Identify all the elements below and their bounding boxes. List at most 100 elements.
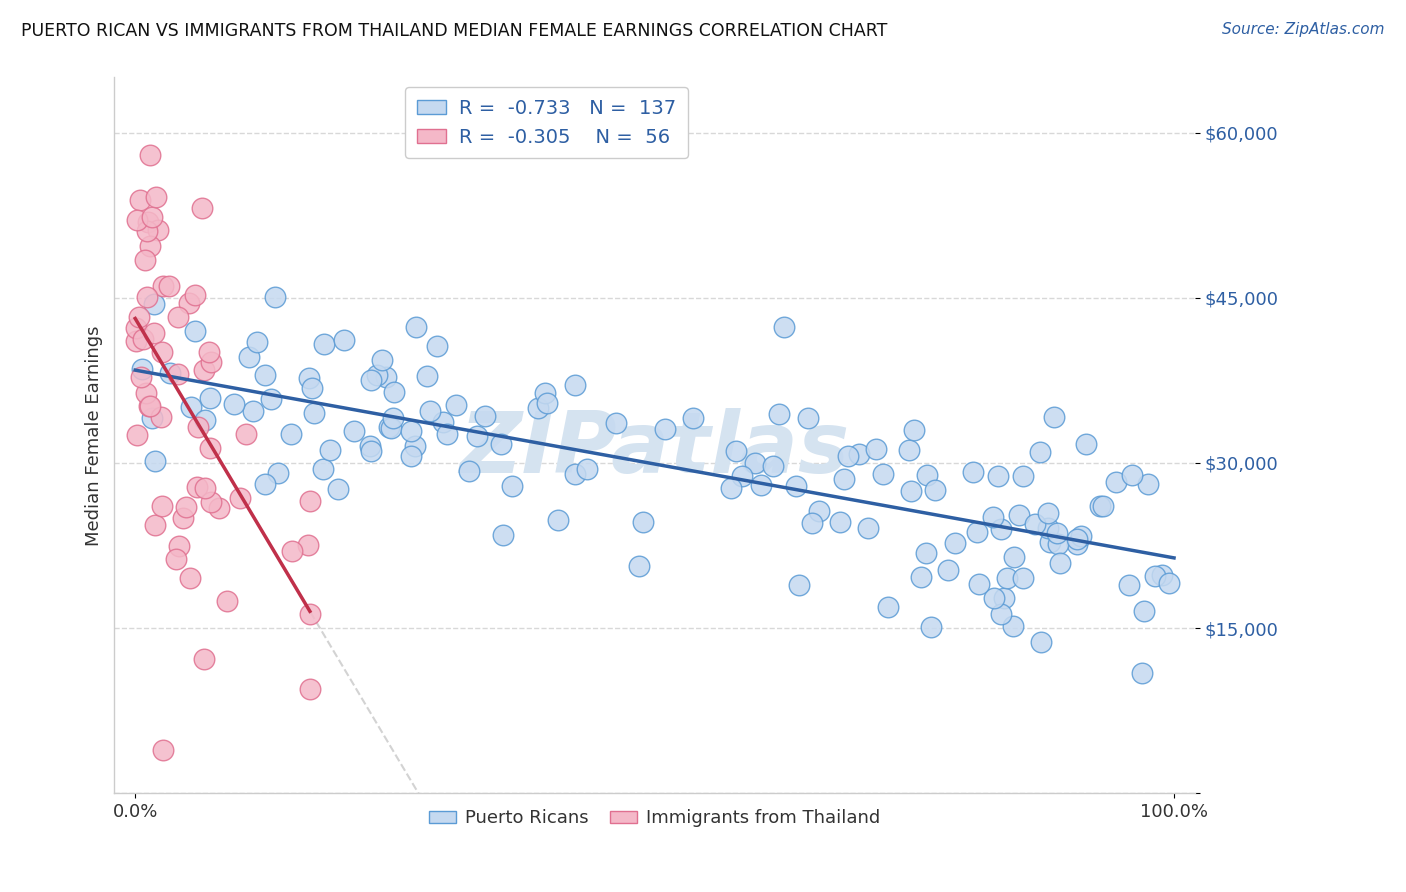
Point [380, 421, 402, 435]
Point [682, 411, 704, 425]
Point [1049, 556, 1071, 570]
Point [167, 310, 190, 324]
Point [131, 362, 153, 376]
Point [768, 407, 790, 421]
Point [1046, 537, 1069, 551]
Point [966, 524, 988, 539]
Point [993, 591, 1015, 605]
Point [246, 334, 269, 349]
Point [366, 368, 388, 383]
Point [127, 212, 149, 227]
Point [432, 415, 454, 429]
Point [786, 479, 808, 493]
Point [382, 384, 405, 399]
Point [987, 469, 1010, 483]
Point [150, 500, 173, 514]
Point [1043, 410, 1066, 425]
Point [238, 350, 260, 364]
Point [807, 504, 830, 518]
Point [404, 439, 426, 453]
Point [631, 515, 654, 529]
Point [801, 516, 824, 530]
Point [1038, 506, 1060, 520]
Point [730, 468, 752, 483]
Point [143, 326, 166, 341]
Point [135, 289, 157, 303]
Point [167, 367, 190, 381]
Point [298, 682, 321, 697]
Point [235, 427, 257, 442]
Point [872, 467, 894, 482]
Point [299, 493, 322, 508]
Point [943, 536, 966, 550]
Point [1121, 468, 1143, 483]
Point [266, 466, 288, 480]
Point [547, 514, 569, 528]
Point [145, 190, 167, 204]
Point [900, 484, 922, 499]
Point [924, 483, 946, 497]
Point [920, 620, 942, 634]
Point [1137, 476, 1160, 491]
Point [527, 401, 550, 416]
Point [197, 345, 219, 359]
Point [298, 371, 321, 385]
Point [1001, 619, 1024, 633]
Point [990, 607, 1012, 622]
Point [1118, 577, 1140, 591]
Point [877, 600, 900, 615]
Point [128, 310, 150, 324]
Point [254, 368, 277, 382]
Point [491, 437, 513, 451]
Point [1144, 569, 1167, 583]
Point [1074, 436, 1097, 450]
Point [399, 424, 422, 438]
Point [605, 416, 627, 430]
Point [1066, 537, 1088, 551]
Point [172, 511, 194, 525]
Point [138, 399, 160, 413]
Point [176, 500, 198, 514]
Point [132, 332, 155, 346]
Point [828, 515, 851, 529]
Y-axis label: Median Female Earnings: Median Female Earnings [86, 326, 103, 546]
Point [381, 411, 404, 425]
Point [990, 522, 1012, 536]
Point [378, 420, 401, 434]
Point [136, 224, 159, 238]
Point [139, 239, 162, 253]
Point [1036, 521, 1059, 535]
Point [983, 591, 1005, 605]
Point [725, 443, 748, 458]
Point [898, 443, 921, 458]
Point [297, 538, 319, 552]
Point [536, 396, 558, 410]
Point [981, 510, 1004, 524]
Point [371, 353, 394, 368]
Point [1024, 516, 1046, 531]
Point [312, 462, 335, 476]
Point [1002, 549, 1025, 564]
Point [242, 404, 264, 418]
Point [141, 210, 163, 224]
Point [474, 409, 496, 423]
Point [903, 423, 925, 437]
Point [159, 366, 181, 380]
Point [1038, 535, 1060, 549]
Point [360, 444, 382, 458]
Point [194, 481, 217, 495]
Point [1130, 665, 1153, 680]
Point [143, 453, 166, 467]
Point [343, 424, 366, 438]
Point [915, 546, 938, 560]
Point [215, 593, 238, 607]
Point [744, 457, 766, 471]
Point [319, 442, 342, 457]
Point [962, 466, 984, 480]
Point [1012, 468, 1035, 483]
Point [198, 391, 221, 405]
Point [280, 426, 302, 441]
Point [200, 441, 222, 455]
Point [832, 472, 855, 486]
Point [280, 544, 302, 558]
